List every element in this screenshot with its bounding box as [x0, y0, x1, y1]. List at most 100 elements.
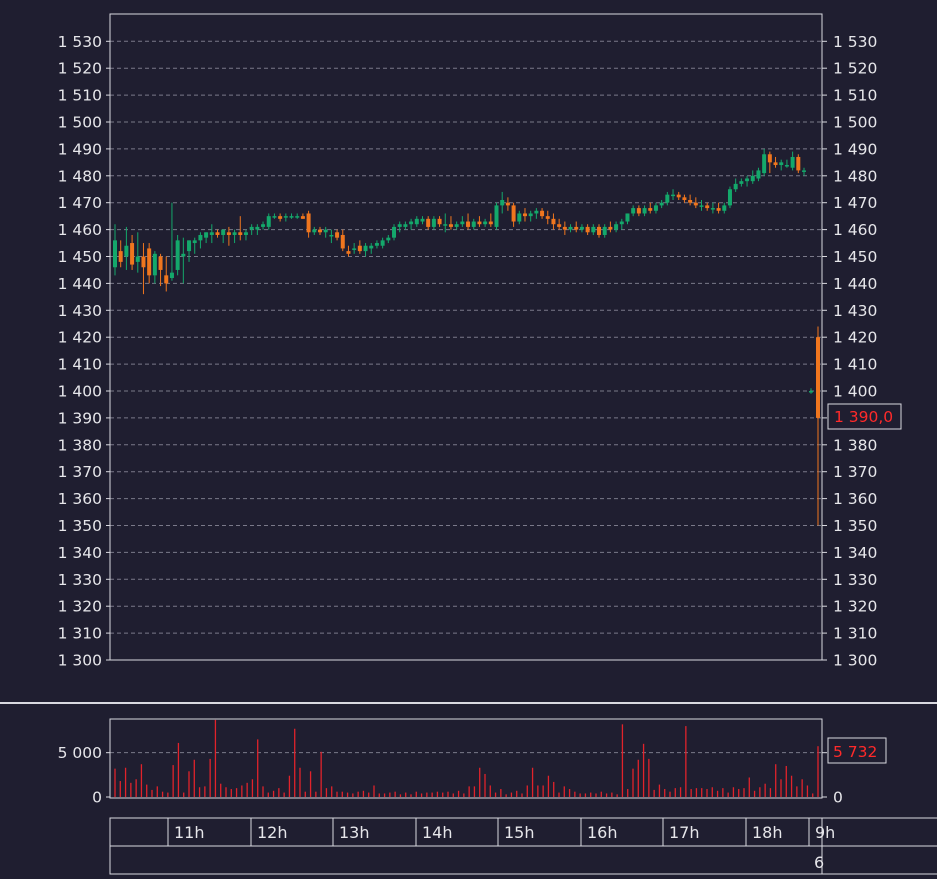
- price-tick-label: 1 480: [833, 167, 877, 185]
- candle-body: [209, 232, 214, 235]
- candle-body: [773, 162, 778, 166]
- price-tick-label: 1 380: [58, 436, 102, 454]
- candle: [209, 224, 214, 244]
- price-tick-label: 1 520: [58, 60, 102, 78]
- candle: [141, 243, 146, 295]
- candle: [522, 208, 527, 222]
- candle: [130, 234, 135, 270]
- candle: [323, 226, 328, 238]
- candle-body: [221, 229, 226, 235]
- price-tick-label: 1 380: [833, 436, 877, 454]
- time-sub-label: 6: [814, 853, 824, 872]
- candle-body: [699, 205, 704, 207]
- candle: [745, 175, 750, 187]
- price-tick-label: 1 360: [58, 490, 102, 508]
- candle-body: [323, 229, 328, 233]
- candle-body: [511, 205, 516, 222]
- candle: [346, 245, 351, 257]
- price-tick-label: 1 460: [833, 221, 877, 239]
- volume-panel-frame: [109, 718, 823, 799]
- candle: [169, 202, 174, 281]
- candle-body: [710, 208, 715, 210]
- candle: [312, 226, 317, 235]
- last-volume-label: 5 732: [833, 743, 877, 761]
- candle: [511, 202, 516, 227]
- price-tick-label: 1 490: [58, 140, 102, 158]
- candle-body: [329, 234, 334, 237]
- candle-body: [784, 165, 789, 167]
- candle: [226, 226, 231, 246]
- price-tick-label: 1 340: [833, 544, 877, 562]
- price-tick-label: 1 450: [833, 248, 877, 266]
- candle: [585, 224, 590, 235]
- candle: [215, 229, 220, 238]
- candle-body: [460, 221, 465, 225]
- candle-body: [574, 226, 579, 230]
- price-tick-label: 1 320: [833, 598, 877, 616]
- candle: [540, 208, 545, 219]
- candle-body: [426, 218, 431, 227]
- time-axis[interactable]: 11h 12h 13h 14h 15h 16h 17h 18h 9h 6: [109, 817, 937, 875]
- candle: [557, 218, 562, 230]
- candle-body: [483, 221, 488, 225]
- candle-body: [597, 226, 602, 235]
- candle-body: [192, 240, 197, 244]
- price-axis-right[interactable]: 1 300 1 310 1 320 1 330 1 340 1 350 1 360 1 370…: [822, 33, 877, 670]
- candle: [574, 221, 579, 233]
- candle: [739, 178, 744, 187]
- candle: [597, 224, 602, 238]
- candle: [705, 202, 710, 211]
- price-tick-label: 1 500: [833, 114, 877, 132]
- candle: [693, 197, 698, 209]
- candle-body: [722, 205, 727, 211]
- candle-body: [118, 251, 123, 262]
- candle-body: [779, 162, 784, 166]
- candle-body: [602, 226, 607, 235]
- price-tick-label: 1 370: [833, 463, 877, 481]
- last-price-marker: 1 390,0: [827, 403, 902, 430]
- candle: [466, 213, 471, 230]
- candle: [562, 221, 567, 235]
- candle: [266, 213, 271, 230]
- price-gridlines: [110, 40, 822, 661]
- candle: [352, 243, 357, 254]
- candle-body: [198, 234, 203, 241]
- price-tick-label: 1 420: [58, 329, 102, 347]
- time-tick-label: 13h: [339, 823, 370, 842]
- candle: [671, 189, 676, 201]
- candle: [113, 224, 117, 276]
- candle-body: [335, 232, 340, 238]
- last-volume-marker: 5 732: [827, 737, 887, 764]
- candle: [762, 148, 767, 176]
- candle: [135, 232, 140, 273]
- candle-body: [471, 221, 476, 227]
- candle: [204, 232, 209, 244]
- volume-axis-right: 0: [822, 752, 843, 807]
- price-tick-label: 1 490: [833, 140, 877, 158]
- price-tick-label: 1 530: [58, 33, 102, 51]
- price-tick-label: 1 430: [58, 302, 102, 320]
- candle-body: [369, 245, 374, 249]
- candle-body: [809, 391, 813, 393]
- candle-body: [187, 240, 192, 252]
- candle: [648, 202, 653, 214]
- candle-body: [716, 208, 721, 211]
- price-tick-label: 1 300: [833, 652, 877, 670]
- candle: [619, 218, 624, 230]
- candle-body: [608, 226, 613, 230]
- candle-body: [392, 226, 397, 238]
- price-tick-label: 1 420: [833, 329, 877, 347]
- volume-tick-label: 0: [833, 789, 843, 807]
- candle: [357, 240, 362, 254]
- candle-body: [790, 156, 795, 168]
- candle-body: [141, 256, 146, 268]
- candle: [779, 159, 784, 171]
- candle-body: [238, 232, 243, 235]
- candle: [409, 218, 414, 230]
- candle-body: [135, 256, 140, 262]
- candle: [431, 216, 436, 230]
- candle: [118, 240, 123, 268]
- candle: [437, 216, 442, 227]
- candle: [568, 224, 573, 233]
